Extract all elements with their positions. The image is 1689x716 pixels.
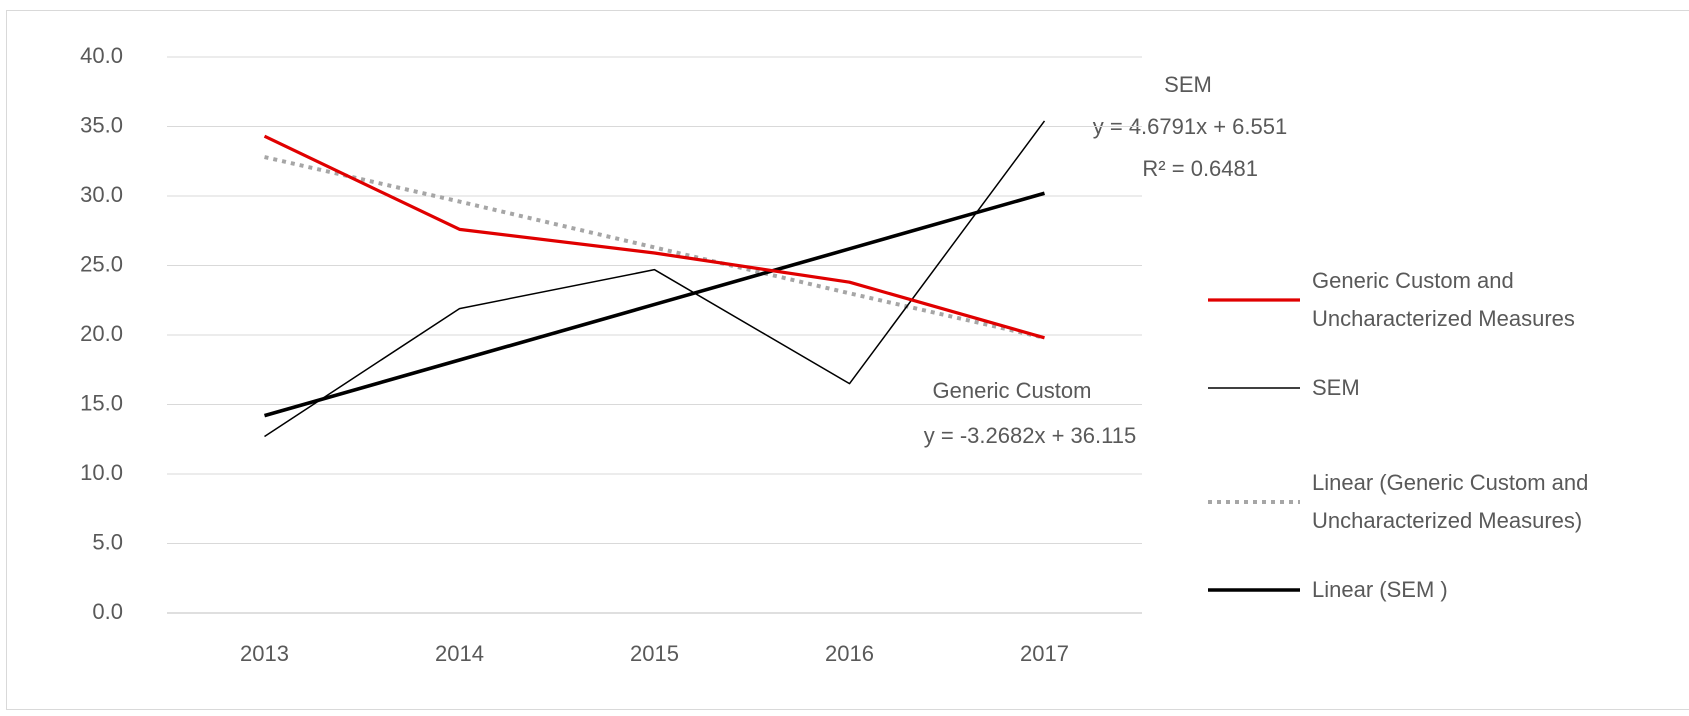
legend-swatch: [1208, 588, 1300, 592]
y-tick-label: 25.0: [80, 251, 123, 276]
legend-entry: Linear (Generic Custom and Uncharacteriz…: [1206, 464, 1684, 540]
series-line: [264, 120, 1046, 438]
legend-label: Linear (Generic Custom and Uncharacteriz…: [1312, 470, 1589, 533]
y-tick-label: 5.0: [92, 529, 123, 554]
annotation: Generic Custom: [933, 378, 1092, 403]
series-line: [264, 155, 1045, 340]
legend-entry: Linear (SEM ): [1206, 571, 1684, 609]
x-tick-label: 2015: [630, 641, 679, 666]
x-tick-label: 2017: [1020, 641, 1069, 666]
y-tick-label: 20.0: [80, 321, 123, 346]
annotation: SEM: [1164, 72, 1212, 97]
annotation: y = -3.2682x + 36.115: [924, 423, 1136, 448]
legend-entry: Generic Custom and Uncharacterized Measu…: [1206, 262, 1684, 338]
series-line: [264, 191, 1045, 418]
legend-label: Linear (SEM ): [1312, 577, 1448, 602]
y-tick-label: 0.0: [92, 599, 123, 624]
y-tick-label: 15.0: [80, 390, 123, 415]
legend-entry: SEM: [1206, 369, 1684, 407]
legend-label: Generic Custom and Uncharacterized Measu…: [1312, 268, 1575, 331]
x-tick-label: 2013: [240, 641, 289, 666]
y-tick-label: 40.0: [80, 43, 123, 68]
legend-label: SEM: [1312, 375, 1360, 400]
legend-swatch: [1208, 298, 1300, 302]
chart-frame: [6, 10, 1689, 710]
x-tick-label: 2016: [825, 641, 874, 666]
annotation: R² = 0.6481: [1142, 156, 1258, 181]
series-line: [263, 134, 1045, 340]
y-tick-label: 30.0: [80, 182, 123, 207]
x-tick-label: 2014: [435, 641, 484, 666]
y-tick-label: 35.0: [80, 112, 123, 137]
y-tick-label: 10.0: [80, 460, 123, 485]
legend-swatch: [1208, 387, 1300, 389]
legend-swatch: [1208, 500, 1300, 504]
